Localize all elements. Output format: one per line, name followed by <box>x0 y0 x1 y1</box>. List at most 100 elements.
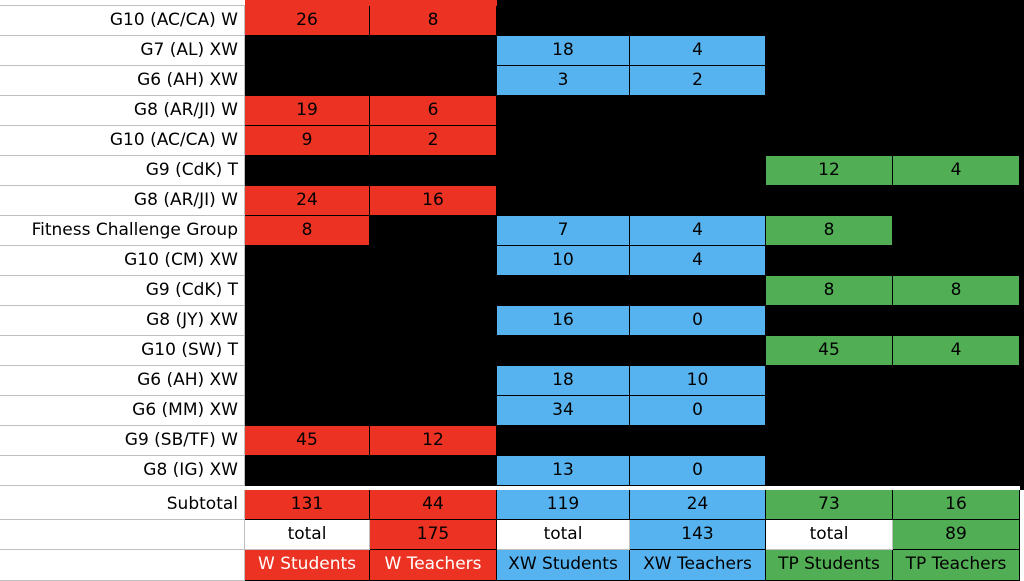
cell-w-students[interactable] <box>245 456 370 486</box>
cell-xw-teachers[interactable]: 10 <box>630 366 766 396</box>
cell-xw-teachers[interactable] <box>630 126 766 156</box>
subtotal-tp-students[interactable]: 73 <box>766 490 893 520</box>
row-label[interactable]: G10 (AC/CA) W <box>0 126 245 156</box>
cell-xw-teachers[interactable]: 0 <box>630 456 766 486</box>
cell-w-teachers[interactable] <box>370 336 497 366</box>
cell-w-students[interactable] <box>245 246 370 276</box>
cell-w-students[interactable] <box>245 396 370 426</box>
header-xw-students[interactable]: XW Students <box>497 550 630 581</box>
cell-w-students[interactable]: 24 <box>245 186 370 216</box>
cell-w-students[interactable]: 8 <box>245 216 370 246</box>
row-label[interactable]: G8 (IG) XW <box>0 456 245 486</box>
cell-xw-teachers[interactable]: 0 <box>630 396 766 426</box>
cell-w-students[interactable] <box>245 276 370 306</box>
cell-tp-teachers[interactable]: 4 <box>893 336 1020 366</box>
cell-xw-students[interactable] <box>497 426 630 456</box>
subtotal-tp-teachers[interactable]: 16 <box>893 490 1020 520</box>
cell-w-students[interactable] <box>245 156 370 186</box>
header-tp-students[interactable]: TP Students <box>766 550 893 581</box>
header-w-students[interactable]: W Students <box>245 550 370 581</box>
cell-w-teachers[interactable] <box>370 36 497 66</box>
cell-tp-teachers[interactable]: 8 <box>893 276 1020 306</box>
row-label[interactable]: G8 (AR/JI) W <box>0 96 245 126</box>
cell-xw-teachers[interactable] <box>630 336 766 366</box>
cell-xw-teachers[interactable] <box>630 96 766 126</box>
row-label[interactable]: G8 (JY) XW <box>0 306 245 336</box>
cell-tp-students[interactable] <box>766 396 893 426</box>
subtotal-xw-students[interactable]: 119 <box>497 490 630 520</box>
cell-xw-students[interactable]: 3 <box>497 66 630 96</box>
subtotal-label[interactable]: Subtotal <box>0 490 245 520</box>
subtotal-w-students[interactable]: 131 <box>245 490 370 520</box>
cell-w-students[interactable] <box>245 36 370 66</box>
cell-tp-teachers[interactable] <box>893 306 1020 336</box>
cell-tp-teachers[interactable] <box>893 426 1020 456</box>
row-label[interactable]: G10 (CM) XW <box>0 246 245 276</box>
cell-xw-students[interactable]: 16 <box>497 306 630 336</box>
cell-xw-teachers[interactable] <box>630 186 766 216</box>
cell-tp-students[interactable] <box>766 96 893 126</box>
cell-tp-students[interactable] <box>766 456 893 486</box>
header-xw-teachers[interactable]: XW Teachers <box>630 550 766 581</box>
cell-w-teachers[interactable] <box>370 276 497 306</box>
cell-tp-students[interactable]: 8 <box>766 276 893 306</box>
cell-tp-students[interactable] <box>766 66 893 96</box>
cell-xw-teachers[interactable] <box>630 6 766 36</box>
empty-cell[interactable] <box>0 520 245 550</box>
cell-tp-teachers[interactable] <box>893 246 1020 276</box>
cell-tp-students[interactable] <box>766 6 893 36</box>
cell-xw-teachers[interactable]: 4 <box>630 216 766 246</box>
cell-tp-students[interactable] <box>766 426 893 456</box>
cell-tp-teachers[interactable] <box>893 66 1020 96</box>
cell-tp-students[interactable] <box>766 306 893 336</box>
row-label[interactable]: G9 (SB/TF) W <box>0 426 245 456</box>
total-w-label[interactable]: total <box>245 520 370 550</box>
cell-w-teachers[interactable]: 12 <box>370 426 497 456</box>
empty-cell[interactable] <box>0 550 245 581</box>
cell-w-students[interactable]: 26 <box>245 6 370 36</box>
cell-tp-teachers[interactable] <box>893 36 1020 66</box>
cell-xw-students[interactable]: 18 <box>497 366 630 396</box>
cell-xw-teachers[interactable]: 0 <box>630 306 766 336</box>
cell-w-students[interactable]: 19 <box>245 96 370 126</box>
cell-xw-teachers[interactable]: 4 <box>630 36 766 66</box>
header-w-teachers[interactable]: W Teachers <box>370 550 497 581</box>
cell-tp-teachers[interactable] <box>893 126 1020 156</box>
cell-tp-teachers[interactable] <box>893 396 1020 426</box>
row-label[interactable]: G6 (MM) XW <box>0 396 245 426</box>
subtotal-w-teachers[interactable]: 44 <box>370 490 497 520</box>
row-label[interactable]: G6 (AH) XW <box>0 366 245 396</box>
cell-xw-students[interactable] <box>497 156 630 186</box>
cell-xw-students[interactable] <box>497 186 630 216</box>
cell-xw-students[interactable]: 10 <box>497 246 630 276</box>
total-tp-label[interactable]: total <box>766 520 893 550</box>
cell-w-students[interactable]: 45 <box>245 426 370 456</box>
cell-w-teachers[interactable]: 6 <box>370 96 497 126</box>
total-xw-value[interactable]: 143 <box>630 520 766 550</box>
cell-w-teachers[interactable] <box>370 66 497 96</box>
cell-xw-teachers[interactable]: 4 <box>630 246 766 276</box>
cell-w-teachers[interactable] <box>370 306 497 336</box>
cell-xw-students[interactable] <box>497 6 630 36</box>
cell-xw-teachers[interactable] <box>630 276 766 306</box>
cell-tp-teachers[interactable] <box>893 6 1020 36</box>
total-w-value[interactable]: 175 <box>370 520 497 550</box>
cell-tp-students[interactable] <box>766 126 893 156</box>
row-label[interactable]: G6 (AH) XW <box>0 66 245 96</box>
row-label[interactable]: G9 (CdK) T <box>0 276 245 306</box>
cell-xw-students[interactable] <box>497 126 630 156</box>
cell-tp-teachers[interactable] <box>893 456 1020 486</box>
cell-w-students[interactable]: 9 <box>245 126 370 156</box>
row-label[interactable]: G7 (AL) XW <box>0 36 245 66</box>
cell-w-teachers[interactable] <box>370 156 497 186</box>
cell-tp-teachers[interactable] <box>893 96 1020 126</box>
cell-w-teachers[interactable]: 2 <box>370 126 497 156</box>
cell-w-students[interactable] <box>245 66 370 96</box>
cell-w-teachers[interactable] <box>370 216 497 246</box>
cell-tp-students[interactable]: 12 <box>766 156 893 186</box>
cell-w-teachers[interactable] <box>370 246 497 276</box>
cell-w-teachers[interactable] <box>370 366 497 396</box>
cell-xw-students[interactable]: 13 <box>497 456 630 486</box>
cell-xw-students[interactable] <box>497 276 630 306</box>
cell-tp-students[interactable] <box>766 36 893 66</box>
